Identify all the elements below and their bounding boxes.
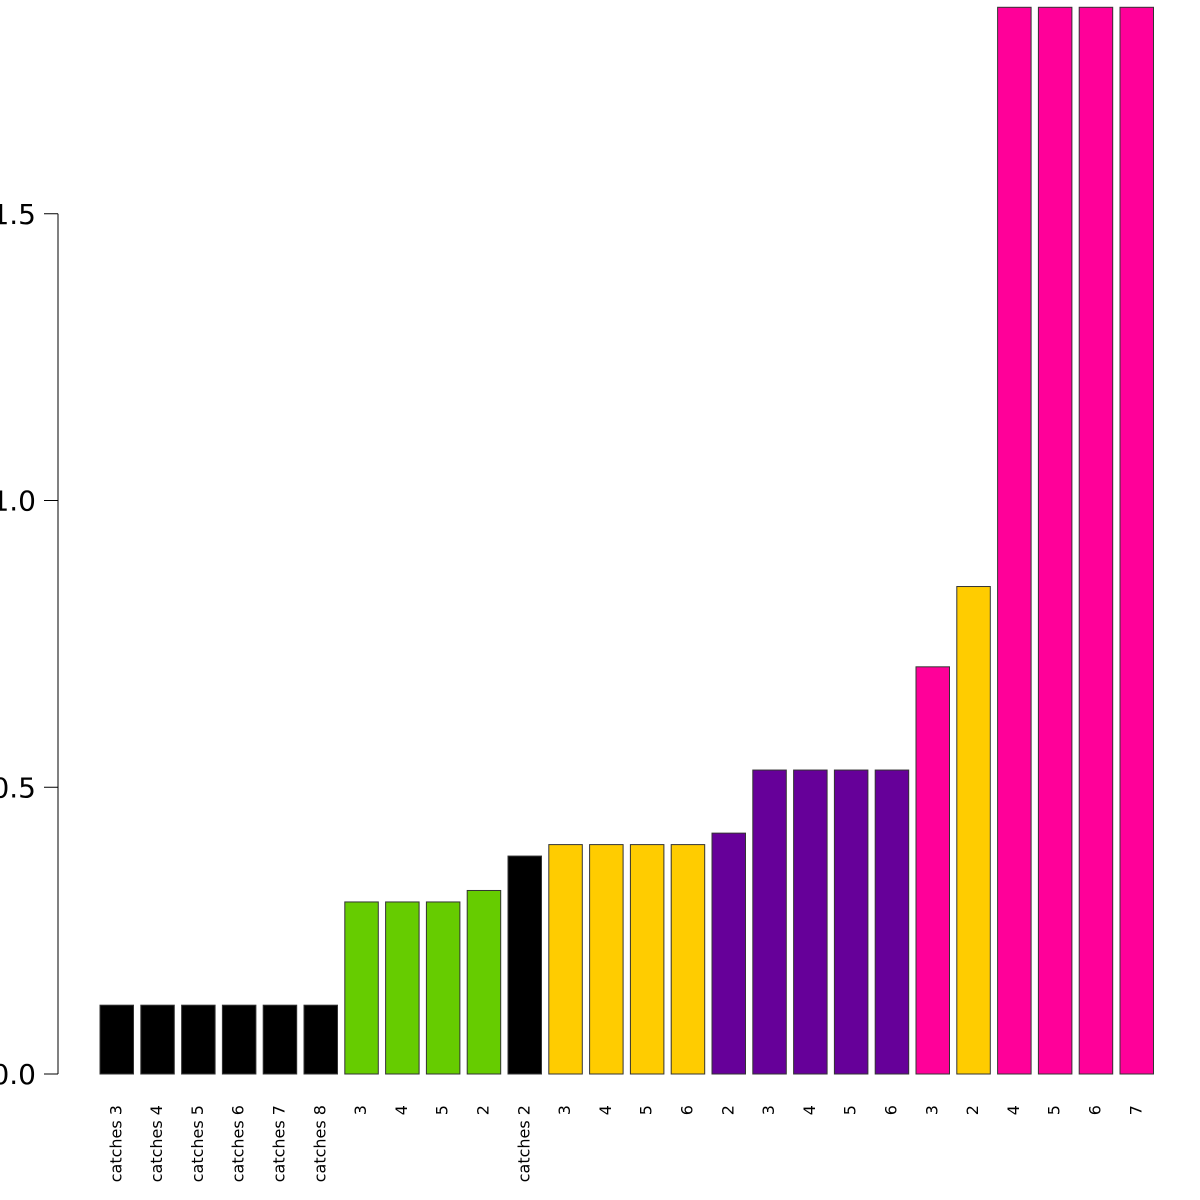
x-tick-label: 6	[677, 1105, 696, 1115]
bar	[1078, 6, 1114, 1075]
x-tick-label: 2	[473, 1105, 492, 1115]
bar	[344, 901, 379, 1075]
bar	[833, 769, 869, 1075]
x-tick-label: 5	[841, 1105, 860, 1115]
y-axis: 0.0 0.5 1.0 1.5	[0, 198, 59, 1091]
bar	[956, 586, 991, 1075]
x-tick-label: 3	[922, 1105, 941, 1115]
bar	[629, 844, 665, 1075]
bar	[466, 889, 502, 1075]
x-tick-label: catches 4	[147, 1105, 166, 1182]
x-tick-label: 2	[963, 1105, 982, 1115]
y-tick-label: 1.5	[0, 198, 36, 231]
x-tick-label: 4	[800, 1105, 819, 1115]
bar	[99, 1004, 134, 1075]
x-tick-label: 5	[1045, 1105, 1064, 1115]
y-tick-label: 0.0	[0, 1058, 36, 1091]
bar	[221, 1004, 257, 1075]
bar	[997, 6, 1032, 1075]
x-tick-label: catches 2	[514, 1105, 533, 1182]
bar	[385, 901, 420, 1075]
bars-group	[99, 6, 1154, 1075]
x-tick-label: catches 8	[310, 1105, 329, 1182]
bar	[507, 855, 542, 1075]
x-axis-labels: catches 3 catches 4 catches 5 catches 6 catc…	[106, 1105, 1145, 1182]
bar	[303, 1004, 338, 1075]
bar	[793, 769, 828, 1075]
bar	[589, 844, 624, 1075]
x-tick-label: catches 5	[188, 1105, 207, 1182]
bar	[140, 1004, 175, 1075]
bar	[1037, 6, 1073, 1075]
bar	[262, 1004, 298, 1075]
x-tick-label: 3	[555, 1105, 574, 1115]
x-tick-label: catches 6	[229, 1105, 248, 1182]
bar	[181, 1004, 216, 1075]
x-tick-label: 5	[433, 1105, 452, 1115]
bar	[711, 832, 746, 1075]
bar	[548, 844, 583, 1075]
x-tick-label: catches 7	[269, 1105, 288, 1182]
x-tick-label: 6	[881, 1105, 900, 1115]
x-tick-label: 2	[718, 1105, 737, 1115]
bar	[874, 769, 910, 1075]
x-tick-label: 3	[759, 1105, 778, 1115]
x-tick-label: 6	[1085, 1105, 1104, 1115]
bar	[1119, 6, 1154, 1075]
x-tick-label: 7	[1126, 1105, 1145, 1115]
x-tick-label: 4	[596, 1105, 615, 1115]
bar	[915, 666, 950, 1075]
x-tick-label: 4	[1004, 1105, 1023, 1115]
x-tick-label: 5	[637, 1105, 656, 1115]
y-tick-label: 0.5	[0, 771, 36, 804]
bar	[425, 901, 461, 1075]
bar	[670, 844, 706, 1075]
y-tick-label: 1.0	[0, 485, 36, 518]
x-tick-label: 3	[351, 1105, 370, 1115]
bar	[752, 769, 787, 1075]
x-tick-label: 4	[392, 1105, 411, 1115]
x-tick-label: catches 3	[106, 1105, 125, 1182]
